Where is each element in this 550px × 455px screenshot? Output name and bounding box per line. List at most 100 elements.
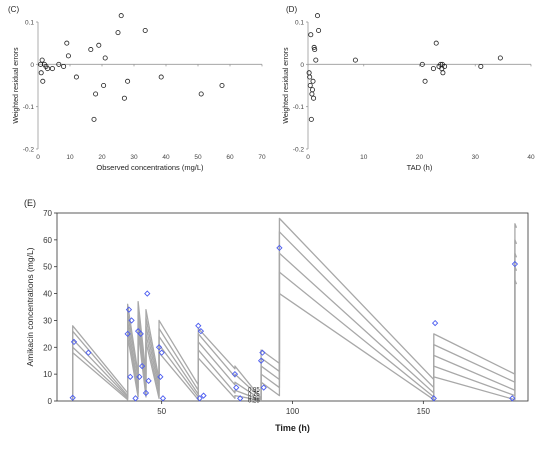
panel-d-point xyxy=(352,57,358,63)
panel-c-point xyxy=(73,74,79,80)
panel-c-x-tick-label: 20 xyxy=(98,154,106,161)
panel-e-y-tick-label: 60 xyxy=(43,236,52,245)
panel-e-observed-point xyxy=(145,377,152,384)
panel-c-y-tick-label: 0 xyxy=(30,62,34,69)
panel-c-y-tick-label: -0.2 xyxy=(23,147,35,154)
panel-e-observed-point xyxy=(276,244,283,252)
panel-e-quantile-curve xyxy=(72,279,518,402)
panel-c-point xyxy=(115,30,121,36)
panel-c-point xyxy=(125,78,131,84)
panel-e-observed-point xyxy=(259,349,266,356)
panel-c-x-tick-label: 30 xyxy=(130,154,138,161)
panel-d-point xyxy=(497,55,503,61)
panel-c-point xyxy=(93,91,99,97)
panel-c-point xyxy=(61,63,67,69)
panel-d-point xyxy=(422,78,428,84)
panel-d-point xyxy=(308,116,314,122)
panel-c-x-tick-label: 70 xyxy=(258,154,266,161)
panel-e-observed-point xyxy=(200,392,207,399)
panel-c-point xyxy=(91,116,97,122)
panel-d-point xyxy=(316,27,322,33)
panel-e-y-tick-label: 50 xyxy=(43,263,52,272)
panel-e-quantile-curve xyxy=(72,252,518,401)
panel-d-point xyxy=(419,61,425,67)
panel-c-point xyxy=(158,74,164,80)
panel-d-x-tick-label: 10 xyxy=(360,154,368,161)
panel-e-x-tick-label: 100 xyxy=(286,407,300,416)
panel-c-point xyxy=(38,70,44,76)
panel-e-observed-point xyxy=(509,395,516,402)
panel-e-observed-point xyxy=(70,338,78,346)
panel-d-point xyxy=(314,13,320,19)
panel-e-observed-point xyxy=(231,371,239,378)
panel-e-observed-point xyxy=(136,373,143,380)
panel-c-point xyxy=(142,27,148,33)
panel-e-y-tick-label: 70 xyxy=(43,209,52,218)
panel-c-point xyxy=(118,13,124,19)
panel-e-observed-point xyxy=(260,384,267,391)
panel-d-point xyxy=(311,44,317,50)
panel-e-x-tick-label: 50 xyxy=(157,407,166,416)
panel-e-observed-point xyxy=(158,349,165,356)
panel-e-y-axis-label: Amikacin concentrations (mg/L) xyxy=(25,247,35,366)
panel-e-y-tick-label: 30 xyxy=(43,316,52,325)
panel-d-y-axis-label: Weighted residual errors xyxy=(283,47,290,124)
panel-d-x-axis-label: TAD (h) xyxy=(407,163,433,172)
panel-c-point xyxy=(88,47,94,53)
panel-e-y-tick-label: 40 xyxy=(43,290,52,299)
panel-e-y-tick-label: 0 xyxy=(48,397,53,406)
panel-e-observed-point xyxy=(138,362,146,370)
panel-e-y-tick-label: 20 xyxy=(43,343,52,352)
panel-c-point xyxy=(101,83,107,89)
panel-e-observed-point xyxy=(257,357,265,364)
panel-e-observed-point xyxy=(155,344,163,351)
panel-d-y-tick-label: 0.1 xyxy=(295,20,304,27)
panel-d-y-tick-label: -0.2 xyxy=(293,147,305,154)
panel-e-observed-point xyxy=(124,330,131,337)
panel-d-point xyxy=(308,32,314,38)
panel-e-observed-point xyxy=(196,395,203,402)
panel-d-point xyxy=(309,91,315,97)
panel-c-point xyxy=(39,57,45,63)
panel-e-observed-point xyxy=(144,290,151,297)
panel-e-observed-point xyxy=(157,373,164,380)
panel-d-point xyxy=(309,87,315,93)
panel-c-y-tick-label: 0.1 xyxy=(25,20,34,27)
panel-c-point xyxy=(102,55,108,61)
panel-d-tag: (D) xyxy=(286,5,297,14)
panel-d-point xyxy=(478,63,484,69)
panel-d-point xyxy=(430,66,436,72)
panel-d-point xyxy=(442,63,448,69)
panel-c-point xyxy=(219,83,225,89)
panel-d-x-tick-label: 30 xyxy=(472,154,480,161)
panel-e-observed-point xyxy=(511,260,519,268)
panel-e-tag: (E) xyxy=(24,198,36,208)
panel-c-x-tick-label: 50 xyxy=(194,154,202,161)
panel-e-quantile-label: 0.75 xyxy=(248,392,260,398)
panel-c-point xyxy=(45,66,51,72)
panel-e-observed-point xyxy=(69,394,76,401)
panel-d-y-tick-label: 0 xyxy=(300,62,304,69)
panel-d-x-tick-label: 20 xyxy=(416,154,424,161)
panel-e-observed-point xyxy=(233,384,240,391)
panel-d-y-tick-label: -0.1 xyxy=(293,104,305,111)
panel-e-quantile-curve xyxy=(72,217,518,401)
panel-c-y-tick-label: -0.1 xyxy=(23,104,35,111)
panel-c-tag: (C) xyxy=(8,5,19,14)
panel-d-point xyxy=(310,78,316,84)
panel-e-observed-point xyxy=(127,373,134,380)
panel-c-x-axis-label: Observed concentrations (mg/L) xyxy=(96,163,204,172)
panel-e-observed-point xyxy=(142,389,150,397)
panel-c-point xyxy=(121,95,127,101)
panel-e-observed-point xyxy=(137,330,144,337)
panel-c-point xyxy=(96,42,102,48)
panel-e-observed-point xyxy=(132,395,139,402)
panel-e-y-tick-label: 10 xyxy=(43,370,52,379)
panel-c-point xyxy=(198,91,204,97)
panel-c-x-tick-label: 60 xyxy=(226,154,234,161)
panel-c-point xyxy=(65,53,71,59)
panel-e-observed-point xyxy=(197,328,205,335)
panel-e-quantile-label: 0.95 xyxy=(248,388,260,394)
